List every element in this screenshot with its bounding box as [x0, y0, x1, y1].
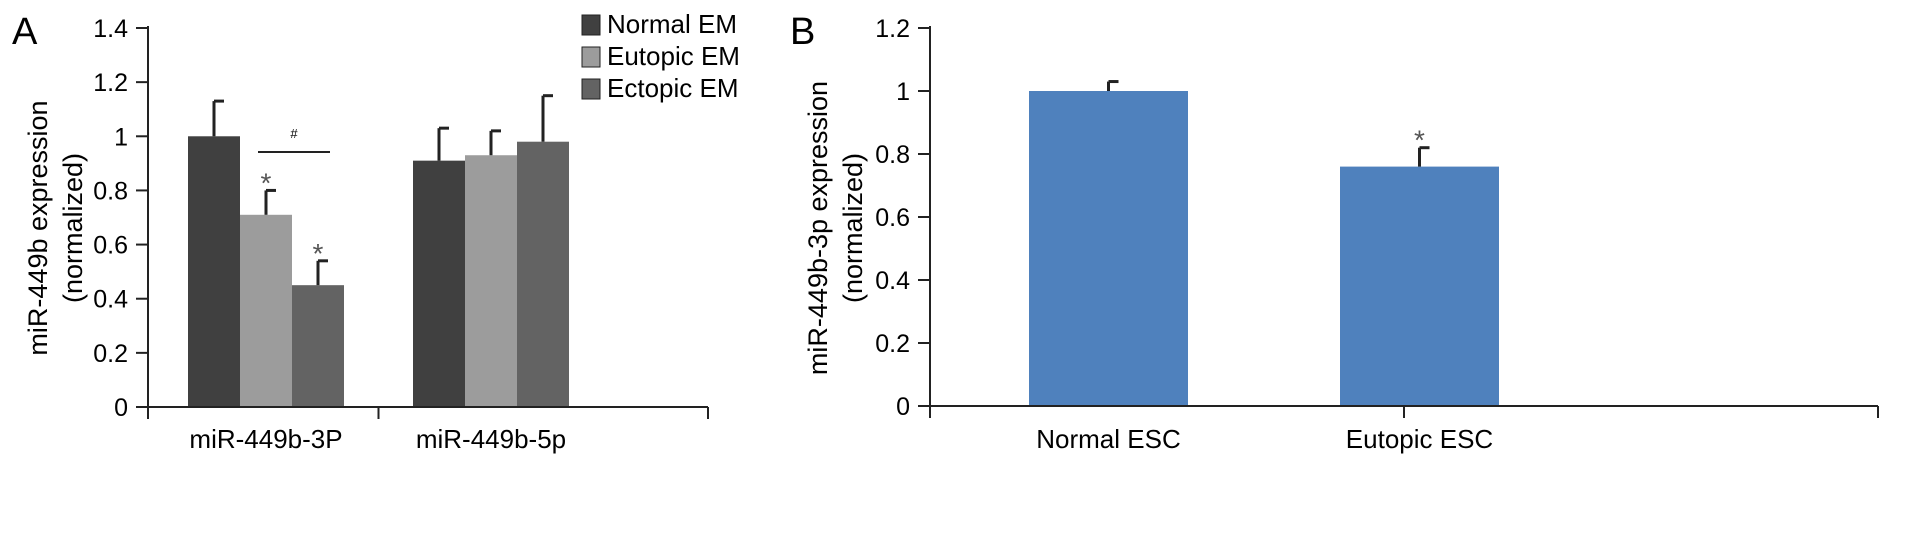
y-tick-label: 0.8	[875, 141, 910, 169]
bar	[240, 214, 292, 407]
y-tick-label: 1.2	[93, 69, 128, 97]
legend-label: Normal EM	[607, 9, 737, 39]
y-tick-label: 0.4	[875, 267, 910, 295]
y-axis-label: (normalized)	[58, 153, 88, 303]
bar	[517, 141, 569, 407]
legend-swatch	[581, 14, 601, 36]
bar	[465, 155, 517, 407]
y-tick-label: 1.2	[875, 15, 910, 43]
panel-label: A	[12, 11, 38, 53]
x-tick-label: miR-449b-5p	[416, 424, 566, 454]
x-tick-label: Eutopic ESC	[1346, 424, 1493, 454]
y-tick-label: 0.6	[875, 204, 910, 232]
y-tick-label: 0	[114, 394, 128, 422]
x-tick-label: Normal ESC	[1036, 424, 1180, 454]
y-tick-label: 0.4	[93, 286, 128, 314]
y-tick-label: 0.8	[93, 177, 128, 205]
y-tick-label: 1	[896, 78, 910, 106]
y-tick-label: 1	[114, 123, 128, 151]
bar	[1029, 91, 1188, 406]
bar	[413, 160, 465, 407]
legend-swatch	[581, 46, 601, 68]
panel-a: A 0 0.2 0.4 0.6 0.8 1 1.2 1.4 miR-449b-3P miR-449b…	[12, 9, 740, 454]
significance-mark: *	[313, 238, 324, 269]
x-tick-label: miR-449b-3P	[189, 424, 342, 454]
y-tick-label: 0	[896, 393, 910, 421]
panel-b: B 0 0.2 0.4 0.6 0.8 1 1.2 Normal ESC Eutopic ESC m…	[790, 11, 1879, 454]
legend-swatch	[581, 78, 601, 100]
y-tick-label: 1.4	[93, 15, 128, 43]
significance-mark: *	[1414, 125, 1425, 156]
bar	[1340, 166, 1499, 406]
bar	[188, 136, 240, 408]
y-tick-label: 0.6	[93, 232, 128, 260]
significance-bracket-mark: #	[290, 126, 298, 141]
y-axis-label: miR-449b expression	[23, 100, 53, 355]
y-tick-label: 0.2	[875, 330, 910, 358]
legend-label: Ectopic EM	[607, 73, 739, 103]
y-axis-label: miR-449b-3p expression	[803, 81, 833, 375]
significance-mark: *	[261, 167, 272, 198]
bar	[292, 285, 344, 407]
panel-label: B	[790, 11, 815, 53]
y-tick-label: 0.2	[93, 340, 128, 368]
y-axis-label: (normalized)	[838, 153, 868, 303]
legend-label: Eutopic EM	[607, 41, 740, 71]
